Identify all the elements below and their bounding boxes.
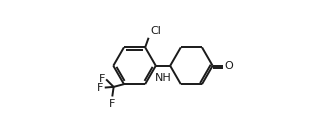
Text: F: F: [97, 83, 104, 93]
Text: F: F: [99, 74, 105, 84]
Text: O: O: [224, 61, 233, 71]
Text: NH: NH: [154, 73, 171, 83]
Text: Cl: Cl: [150, 26, 161, 36]
Text: F: F: [109, 99, 115, 109]
